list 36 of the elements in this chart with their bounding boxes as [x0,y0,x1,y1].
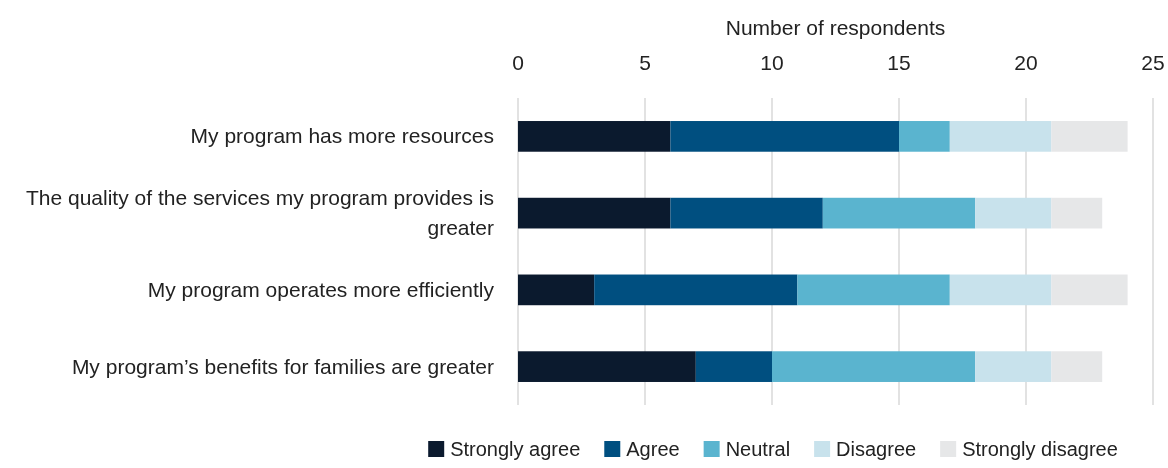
bar [975,197,1052,229]
legend-label: Neutral [725,438,791,460]
legend-label: Agree [626,438,680,460]
bar [518,274,595,306]
x-tick-label: 10 [760,51,784,74]
bar [518,197,671,229]
y-tick-label: My program has more resources [190,124,494,148]
bar [670,197,823,229]
bar [822,197,976,229]
legend-label: Strongly agree [450,438,581,460]
bar [1051,121,1128,152]
x-axis-title: Number of respondents [725,16,946,39]
bar [899,121,950,152]
bar [518,351,696,382]
bar [949,121,1052,152]
x-tick-label: 0 [512,51,524,74]
bar [975,351,1052,382]
x-tick-label: 5 [639,51,651,74]
y-tick-label: The quality of the services my program provides is greater [25,186,494,240]
legend-label: Strongly disagree [962,438,1118,460]
bar [949,274,1052,306]
y-tick-label: My program’s benefits for families are greater [71,354,494,378]
legend-label: Disagree [836,438,917,460]
bar [1051,274,1128,306]
bar [772,351,976,382]
bar [518,121,671,152]
bar [1051,197,1103,229]
bar [594,274,798,306]
bar [670,121,899,152]
y-tick-label: My program operates more efficiently [147,277,495,301]
x-tick-label: 15 [887,51,911,74]
bar [695,351,772,382]
x-tick-label: 20 [1014,51,1038,74]
bar [1051,351,1103,382]
x-tick-label: 25 [1141,51,1165,74]
bar [797,274,950,306]
